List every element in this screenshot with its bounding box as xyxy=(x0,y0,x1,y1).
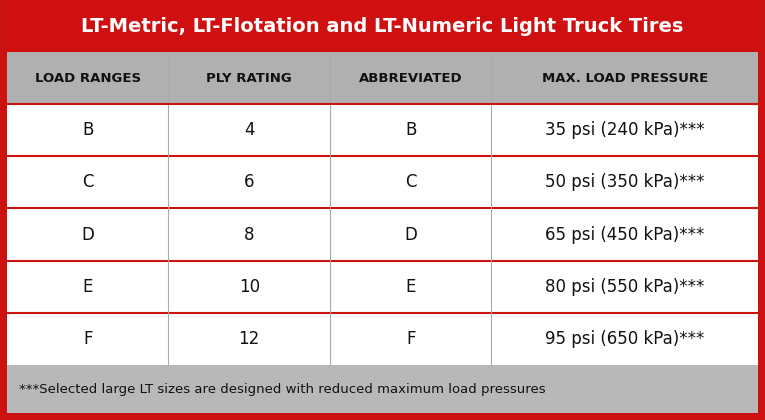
Text: F: F xyxy=(83,330,93,348)
Bar xyxy=(7,208,758,260)
Text: F: F xyxy=(406,330,415,348)
Text: 10: 10 xyxy=(239,278,260,296)
Bar xyxy=(7,104,758,156)
Text: MAX. LOAD PRESSURE: MAX. LOAD PRESSURE xyxy=(542,71,708,84)
Text: 65 psi (450 kPa)***: 65 psi (450 kPa)*** xyxy=(545,226,705,244)
Text: ***Selected large LT sizes are designed with reduced maximum load pressures: ***Selected large LT sizes are designed … xyxy=(19,383,545,396)
Text: D: D xyxy=(81,226,94,244)
Text: B: B xyxy=(405,121,416,139)
Text: LOAD RANGES: LOAD RANGES xyxy=(34,71,141,84)
Bar xyxy=(7,313,758,365)
Text: E: E xyxy=(83,278,93,296)
Bar xyxy=(7,0,758,52)
Text: 80 psi (550 kPa)***: 80 psi (550 kPa)*** xyxy=(545,278,705,296)
Text: 35 psi (240 kPa)***: 35 psi (240 kPa)*** xyxy=(545,121,705,139)
Text: B: B xyxy=(82,121,93,139)
Text: E: E xyxy=(405,278,416,296)
Bar xyxy=(7,52,758,104)
Text: ABBREVIATED: ABBREVIATED xyxy=(359,71,463,84)
Text: D: D xyxy=(404,226,417,244)
Text: PLY RATING: PLY RATING xyxy=(207,71,292,84)
Text: 4: 4 xyxy=(244,121,255,139)
Text: 8: 8 xyxy=(244,226,255,244)
Bar xyxy=(7,365,758,413)
Text: 95 psi (650 kPa)***: 95 psi (650 kPa)*** xyxy=(545,330,705,348)
Bar xyxy=(7,260,758,313)
Bar xyxy=(7,156,758,208)
Text: 50 psi (350 kPa)***: 50 psi (350 kPa)*** xyxy=(545,173,705,191)
Text: 6: 6 xyxy=(244,173,255,191)
Text: 12: 12 xyxy=(239,330,260,348)
Text: C: C xyxy=(405,173,416,191)
Text: C: C xyxy=(82,173,93,191)
Text: LT-Metric, LT-Flotation and LT-Numeric Light Truck Tires: LT-Metric, LT-Flotation and LT-Numeric L… xyxy=(81,16,684,36)
